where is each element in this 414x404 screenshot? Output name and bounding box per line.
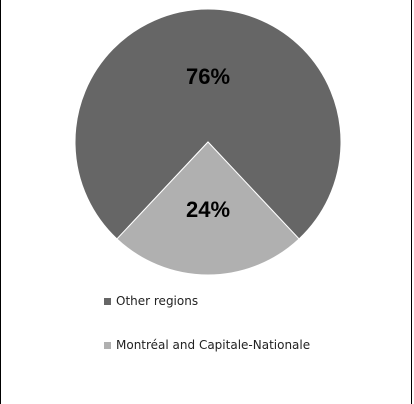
pie-slice-montreal bbox=[116, 141, 300, 276]
legend-swatch-montreal bbox=[104, 341, 111, 349]
legend-item-montreal: Montréal and Capitale-Nationale bbox=[104, 332, 310, 358]
pie-slices bbox=[74, 8, 342, 276]
slice-label-montreal: 24% bbox=[186, 197, 230, 222]
legend-item-other-regions: Other regions bbox=[104, 288, 310, 314]
legend: Other regions Montréal and Capitale-Nati… bbox=[104, 288, 310, 376]
legend-label-other-regions: Other regions bbox=[116, 294, 199, 308]
legend-label-montreal: Montréal and Capitale-Nationale bbox=[116, 338, 311, 352]
pie-chart: 76% 24% bbox=[74, 8, 342, 276]
legend-swatch-other-regions bbox=[104, 297, 111, 305]
slice-label-other-regions: 76% bbox=[186, 64, 230, 89]
pie-slice-other-regions bbox=[74, 8, 342, 240]
